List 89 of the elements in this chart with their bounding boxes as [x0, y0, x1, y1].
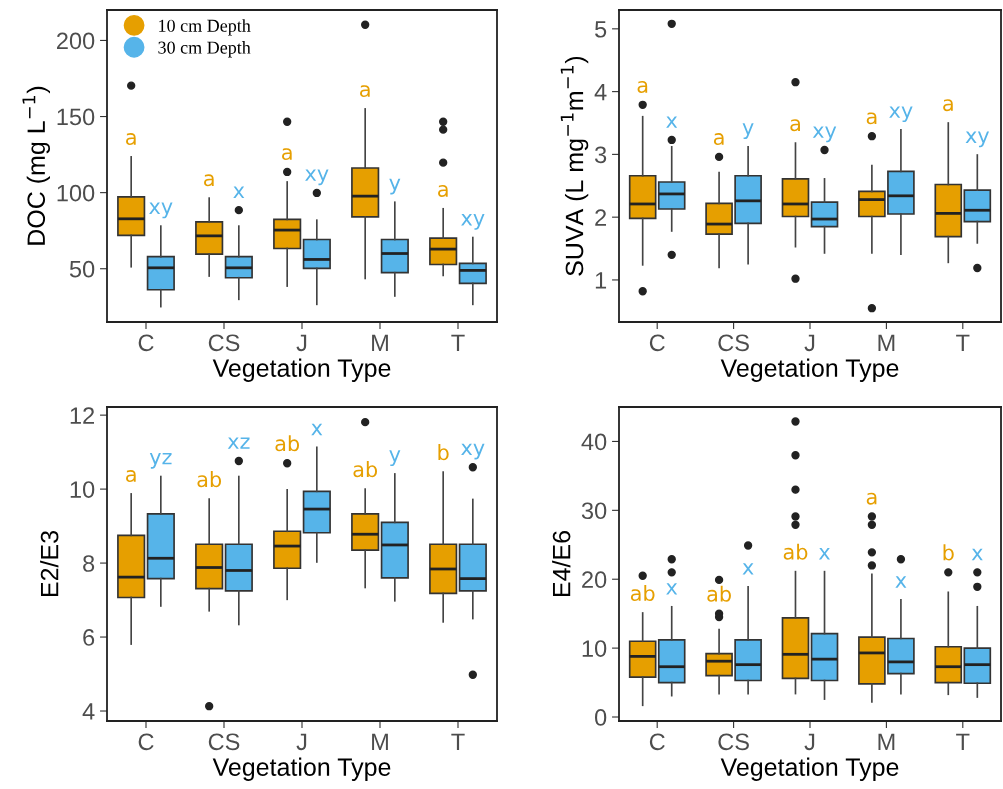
y-axis-title: SUVA (L mg$^{−1}$m$^{−1}$) [560, 56, 589, 276]
text: x [666, 116, 678, 128]
y-tick-label: 50 [69, 260, 95, 278]
y-tick-label: 5 [595, 21, 607, 38]
x-tick-label: M [878, 733, 895, 750]
text: b [943, 544, 954, 561]
text: xz [227, 437, 250, 449]
y-tick-label: 12 [70, 407, 95, 424]
text: x [666, 583, 678, 595]
text: y [742, 123, 754, 140]
text: xy [889, 106, 913, 123]
legend-label: 10 cm Depth [159, 19, 251, 36]
text: x [311, 423, 323, 436]
x-tick-label: T [956, 733, 970, 750]
y-tick-label: 150 [57, 108, 95, 126]
text: a [790, 119, 800, 132]
text: yz [149, 452, 172, 469]
text: a [637, 80, 648, 93]
text: x [818, 548, 830, 560]
y-tick-label: 1 [595, 272, 607, 289]
x-tick-label: T [451, 733, 465, 750]
text: y [389, 178, 401, 195]
x-tick-label: J [296, 733, 307, 751]
y-axis-title: E2/E3 [40, 531, 59, 596]
text: a [943, 99, 953, 112]
text: a [126, 133, 136, 146]
x-tick-label: C [138, 733, 154, 751]
y-axis-title: DOC (mg L$^{−1}$) [22, 86, 51, 245]
text: ab [630, 584, 655, 602]
x-tick-label: T [956, 334, 970, 351]
text: a [360, 85, 370, 98]
text: xy [812, 126, 837, 143]
y-tick-label: 0 [594, 709, 607, 726]
x-axis-title: Vegetation Type [720, 358, 899, 382]
x-tick-label: M [372, 334, 388, 351]
text: b [438, 444, 449, 461]
x-tick-label: CS [208, 733, 240, 751]
x-tick-label: M [878, 334, 895, 351]
y-tick-label: 100 [57, 184, 95, 202]
x-tick-label: C [138, 334, 154, 352]
y-tick-label: 8 [83, 555, 95, 572]
y-tick-label: 10 [582, 640, 607, 657]
x-tick-label: C [649, 334, 665, 352]
y-tick-label: 200 [56, 32, 95, 50]
y-tick-label: 4 [82, 703, 95, 720]
text: xy [305, 169, 329, 186]
x-axis-title: Vegetation Type [212, 358, 391, 382]
text: ab [275, 435, 300, 452]
text: y [389, 450, 401, 467]
x-tick-label: C [649, 733, 665, 751]
text: x [971, 548, 983, 561]
text: a [866, 112, 877, 125]
y-tick-label: 10 [70, 481, 95, 498]
text: a [438, 184, 448, 197]
y-tick-label: 40 [581, 433, 607, 451]
text: a [126, 470, 136, 483]
y-tick-label: 20 [582, 571, 607, 589]
text: xy [149, 202, 173, 219]
text: a [282, 148, 292, 161]
x-axis-title: Vegetation Type [212, 757, 391, 781]
x-tick-label: CS [718, 733, 749, 751]
text: x [895, 576, 907, 588]
x-tick-label: J [804, 334, 815, 352]
text: ab [707, 585, 731, 602]
y-tick-label: 6 [83, 629, 95, 646]
x-tick-label: CS [208, 334, 240, 352]
text: a [204, 174, 214, 187]
text: a [866, 492, 877, 505]
y-axis-title: E4/E6 [552, 531, 571, 596]
x-tick-label: J [804, 733, 815, 751]
legend-label: 30 cm Depth [158, 41, 251, 58]
text: ab [783, 543, 808, 560]
x-axis-title: Vegetation Type [720, 757, 899, 781]
text: xy [461, 443, 485, 460]
x-tick-label: J [296, 334, 307, 352]
y-tick-label: 30 [581, 502, 607, 520]
text: x [233, 186, 245, 198]
text: a [713, 133, 724, 146]
x-tick-label: M [372, 733, 388, 750]
y-tick-label: 3 [594, 146, 607, 164]
text: ab [353, 461, 378, 478]
text: xy [461, 214, 485, 230]
text: ab [197, 471, 222, 488]
x-tick-label: T [451, 334, 465, 351]
y-tick-label: 4 [594, 83, 607, 101]
text: x [742, 563, 754, 575]
text: xy [965, 131, 990, 148]
x-tick-label: CS [718, 334, 749, 352]
y-tick-label: 2 [595, 209, 607, 226]
